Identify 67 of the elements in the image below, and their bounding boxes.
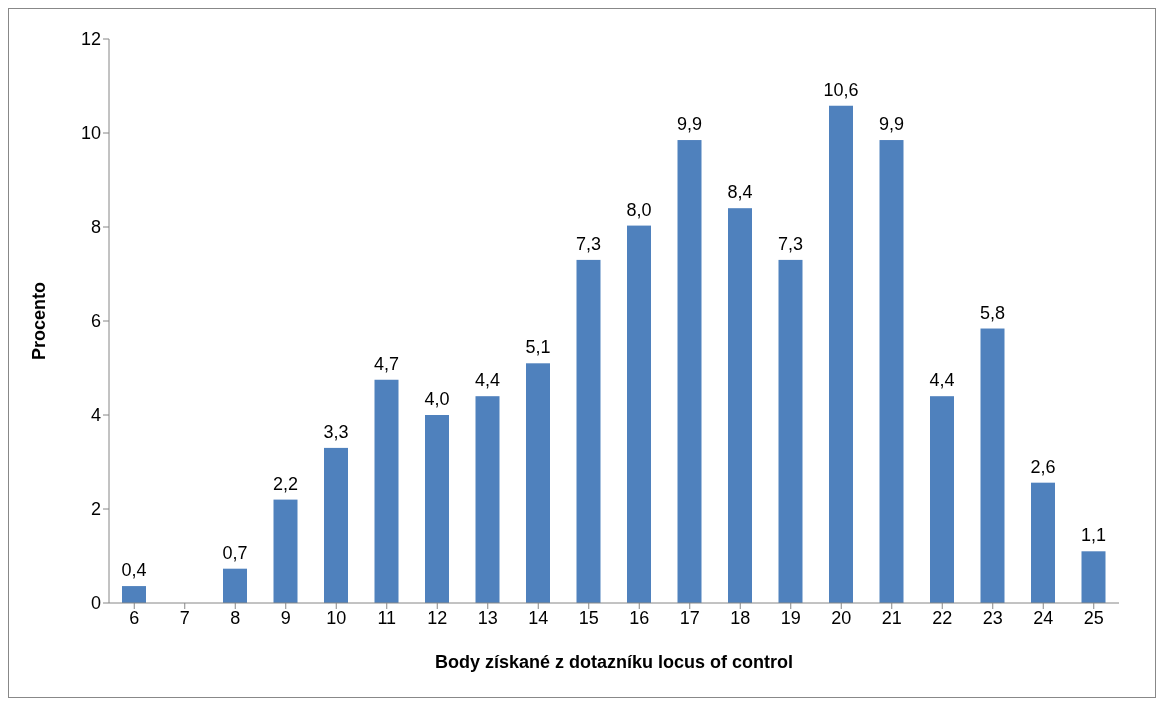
y-tick-label: 4 <box>90 405 101 426</box>
x-axis-title: Body získané z dotazníku locus of control <box>434 652 794 672</box>
x-tick-label: 16 <box>629 607 650 628</box>
y-tick-label: 6 <box>90 311 101 332</box>
x-tick-label: 19 <box>780 607 801 628</box>
x-tick-label: 10 <box>326 607 347 628</box>
data-label: 1,1 <box>1080 525 1107 546</box>
x-tick-label: 9 <box>280 607 291 628</box>
x-tick-label: 11 <box>377 607 397 628</box>
data-label: 0,7 <box>222 542 248 563</box>
data-label: 4,7 <box>373 353 400 374</box>
data-label: 5,8 <box>979 302 1006 323</box>
x-tick-label: 13 <box>477 607 498 628</box>
x-tick-label: 12 <box>427 607 448 628</box>
bar <box>980 328 1005 603</box>
data-label: 4,4 <box>929 370 955 391</box>
bar <box>576 259 601 603</box>
x-tick-label: 20 <box>831 607 852 628</box>
bar <box>829 105 853 603</box>
y-tick-label: 10 <box>80 123 101 144</box>
data-label: 9,9 <box>878 114 905 135</box>
x-tick-label: 15 <box>578 607 599 628</box>
bar <box>1031 482 1055 603</box>
bar <box>374 379 399 603</box>
y-axis-title: Procento <box>29 281 50 361</box>
bar <box>425 415 449 603</box>
x-tick-label: 6 <box>129 607 140 628</box>
data-label: 8,4 <box>727 182 753 203</box>
bar <box>778 259 803 603</box>
x-tick-label: 21 <box>881 607 902 628</box>
x-tick-label: 22 <box>932 607 953 628</box>
data-label: 4,0 <box>424 389 450 409</box>
x-tick-label: 24 <box>1033 607 1054 628</box>
x-tick-label: 8 <box>230 607 241 628</box>
data-label: 3,3 <box>323 421 349 442</box>
data-label: 7,3 <box>777 233 804 254</box>
bar <box>273 499 298 603</box>
bar <box>122 586 146 603</box>
data-label: 2,6 <box>1030 456 1056 477</box>
data-label: 7,3 <box>575 233 602 254</box>
bar <box>879 140 904 603</box>
bar <box>728 208 752 603</box>
bar <box>677 140 702 603</box>
bar <box>930 396 954 603</box>
x-tick-label: 25 <box>1083 607 1104 628</box>
data-label: 5,1 <box>525 337 551 358</box>
x-tick-label: 7 <box>179 607 190 628</box>
y-tick-label: 12 <box>80 29 101 50</box>
data-label: 10,6 <box>823 79 859 100</box>
data-label: 4,4 <box>474 370 501 391</box>
x-tick-label: 18 <box>730 607 751 628</box>
x-tick-label: 23 <box>982 607 1003 628</box>
x-tick-label: 14 <box>528 607 549 628</box>
y-tick-label: 0 <box>90 593 101 614</box>
bar <box>1081 551 1106 603</box>
bar <box>223 568 247 603</box>
bar <box>475 396 500 603</box>
data-label: 8,0 <box>626 199 652 220</box>
data-label: 0,4 <box>121 560 147 581</box>
x-tick-label: 17 <box>679 607 700 628</box>
bar <box>324 447 348 603</box>
bar <box>526 363 550 603</box>
data-label: 2,2 <box>272 473 299 494</box>
data-label: 9,9 <box>676 114 703 135</box>
y-tick-label: 8 <box>90 217 101 238</box>
y-tick-label: 2 <box>90 499 101 520</box>
bar <box>627 225 651 603</box>
